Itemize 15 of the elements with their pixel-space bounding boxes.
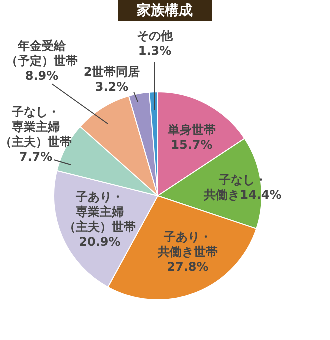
data-label: 20.9% [79, 235, 121, 249]
slice-label: 年金受給（予定）世帯 [6, 39, 78, 68]
slice-label: 子あり・専業主婦（主夫）世帯 [64, 190, 136, 234]
chart-title: 家族構成 [136, 2, 193, 19]
slice-label: 子あり・共働き世帯 [157, 230, 218, 259]
data-label: 15.7% [171, 138, 213, 152]
data-label: 8.9% [25, 69, 59, 83]
slice-label: その他 [137, 29, 174, 43]
data-label: 7.7% [19, 150, 53, 164]
data-label: 27.8% [167, 260, 209, 274]
data-label: 3.2% [95, 80, 129, 94]
slice-label: 子なし・専業主婦（主夫）世帯 [0, 105, 72, 149]
slice-label: 2世帯同居 [84, 65, 140, 79]
data-label: 1.3% [138, 44, 172, 58]
slice-label: 単身世帯 [167, 123, 216, 137]
